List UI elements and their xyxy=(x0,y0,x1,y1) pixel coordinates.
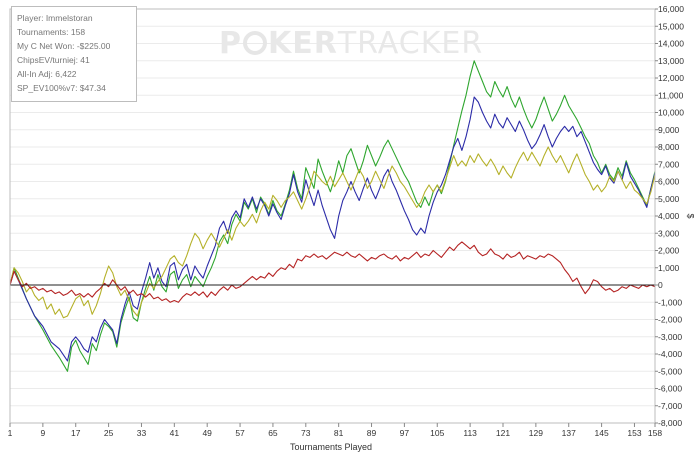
x-tick-label: 25 xyxy=(104,428,114,438)
watermark-text-left: P xyxy=(219,26,242,61)
x-tick-label: 17 xyxy=(71,428,81,438)
pokertracker-watermark: P KERTRACKER xyxy=(219,26,483,61)
x-tick-label: 89 xyxy=(367,428,377,438)
y-tick-label: 7,000 xyxy=(658,159,680,169)
stats-player: Player: Immelstoran xyxy=(17,13,93,23)
y-tick-label: 9,000 xyxy=(658,125,680,135)
x-tick-label: 65 xyxy=(268,428,278,438)
y-tick-label: 4,000 xyxy=(658,211,680,221)
watermark-text-right: KER xyxy=(268,26,338,61)
stats-allin-adj: All-In Adj: 6,422 xyxy=(17,69,77,79)
x-tick-label: 113 xyxy=(463,428,477,438)
x-tick-label: 49 xyxy=(202,428,212,438)
poker-chip-icon xyxy=(243,31,267,55)
x-tick-label: 81 xyxy=(334,428,344,438)
y-tick-label: -5,000 xyxy=(658,366,682,376)
x-tick-label: 153 xyxy=(627,428,641,438)
y-tick-label: -7,000 xyxy=(658,401,682,411)
y-tick-label: 12,000 xyxy=(658,73,684,83)
x-tick-label: 1 xyxy=(8,428,13,438)
y-tick-label: 0 xyxy=(658,280,663,290)
y-tick-label: 6,000 xyxy=(658,177,680,187)
y-tick-label: 14,000 xyxy=(658,39,684,49)
x-tick-label: 33 xyxy=(137,428,147,438)
y-tick-label: 15,000 xyxy=(658,21,684,31)
y-tick-label: -2,000 xyxy=(658,315,682,325)
y-axis-label: $ xyxy=(685,213,696,219)
x-axis-ticks: 1 9 17 25 33 41 49 57 65 73 81 89 97 105 113 121 129 137 1… xyxy=(8,423,662,438)
x-tick-label: 9 xyxy=(40,428,45,438)
x-tick-label: 137 xyxy=(562,428,576,438)
y-tick-label: -8,000 xyxy=(658,418,682,428)
y-tick-label: -3,000 xyxy=(658,332,682,342)
x-tick-label: 145 xyxy=(594,428,608,438)
stats-tournaments: Tournaments: 158 xyxy=(17,27,86,37)
series-line-4 xyxy=(9,241,656,303)
watermark-text-tracker: TRACKER xyxy=(337,26,484,61)
y-tick-label: 8,000 xyxy=(658,142,680,152)
series-line-3 xyxy=(9,146,656,319)
y-tick-label: -6,000 xyxy=(658,384,682,394)
x-tick-label: 121 xyxy=(496,428,510,438)
stats-sp-ev: SP_EV100%v7: $47.34 xyxy=(17,83,106,93)
x-tick-label: 105 xyxy=(430,428,444,438)
y-tick-label: 5,000 xyxy=(658,194,680,204)
series-line-2 xyxy=(9,96,656,362)
y-tick-label: 2,000 xyxy=(658,246,680,256)
y-tick-label: -1,000 xyxy=(658,297,682,307)
x-tick-label: 73 xyxy=(301,428,311,438)
y-tick-label: 11,000 xyxy=(658,90,684,100)
series-lines xyxy=(9,60,656,372)
x-tick-label: 41 xyxy=(170,428,180,438)
stats-net-won: My C Net Won: -$225.00 xyxy=(17,41,111,51)
y-tick-label: 13,000 xyxy=(658,56,684,66)
y-tick-label: 3,000 xyxy=(658,228,680,238)
x-tick-label: 129 xyxy=(529,428,543,438)
stats-legend-box: Player: Immelstoran Tournaments: 158 My … xyxy=(11,6,137,102)
y-axis-ticks: -8,000 -7,000 -6,000 -5,000 -4,000 -3,000 -2,0… xyxy=(655,4,684,428)
x-tick-label: 57 xyxy=(235,428,245,438)
stats-chips-ev: ChipsEV/turniej: 41 xyxy=(17,55,90,65)
x-tick-label: 97 xyxy=(400,428,410,438)
x-tick-label: 158 xyxy=(648,428,662,438)
y-tick-label: 1,000 xyxy=(658,263,680,273)
x-axis-label: Tournaments Played xyxy=(290,442,373,452)
series-line-1 xyxy=(9,60,656,372)
y-tick-label: 16,000 xyxy=(658,4,684,14)
y-tick-label: 10,000 xyxy=(658,108,684,118)
y-tick-label: -4,000 xyxy=(658,349,682,359)
